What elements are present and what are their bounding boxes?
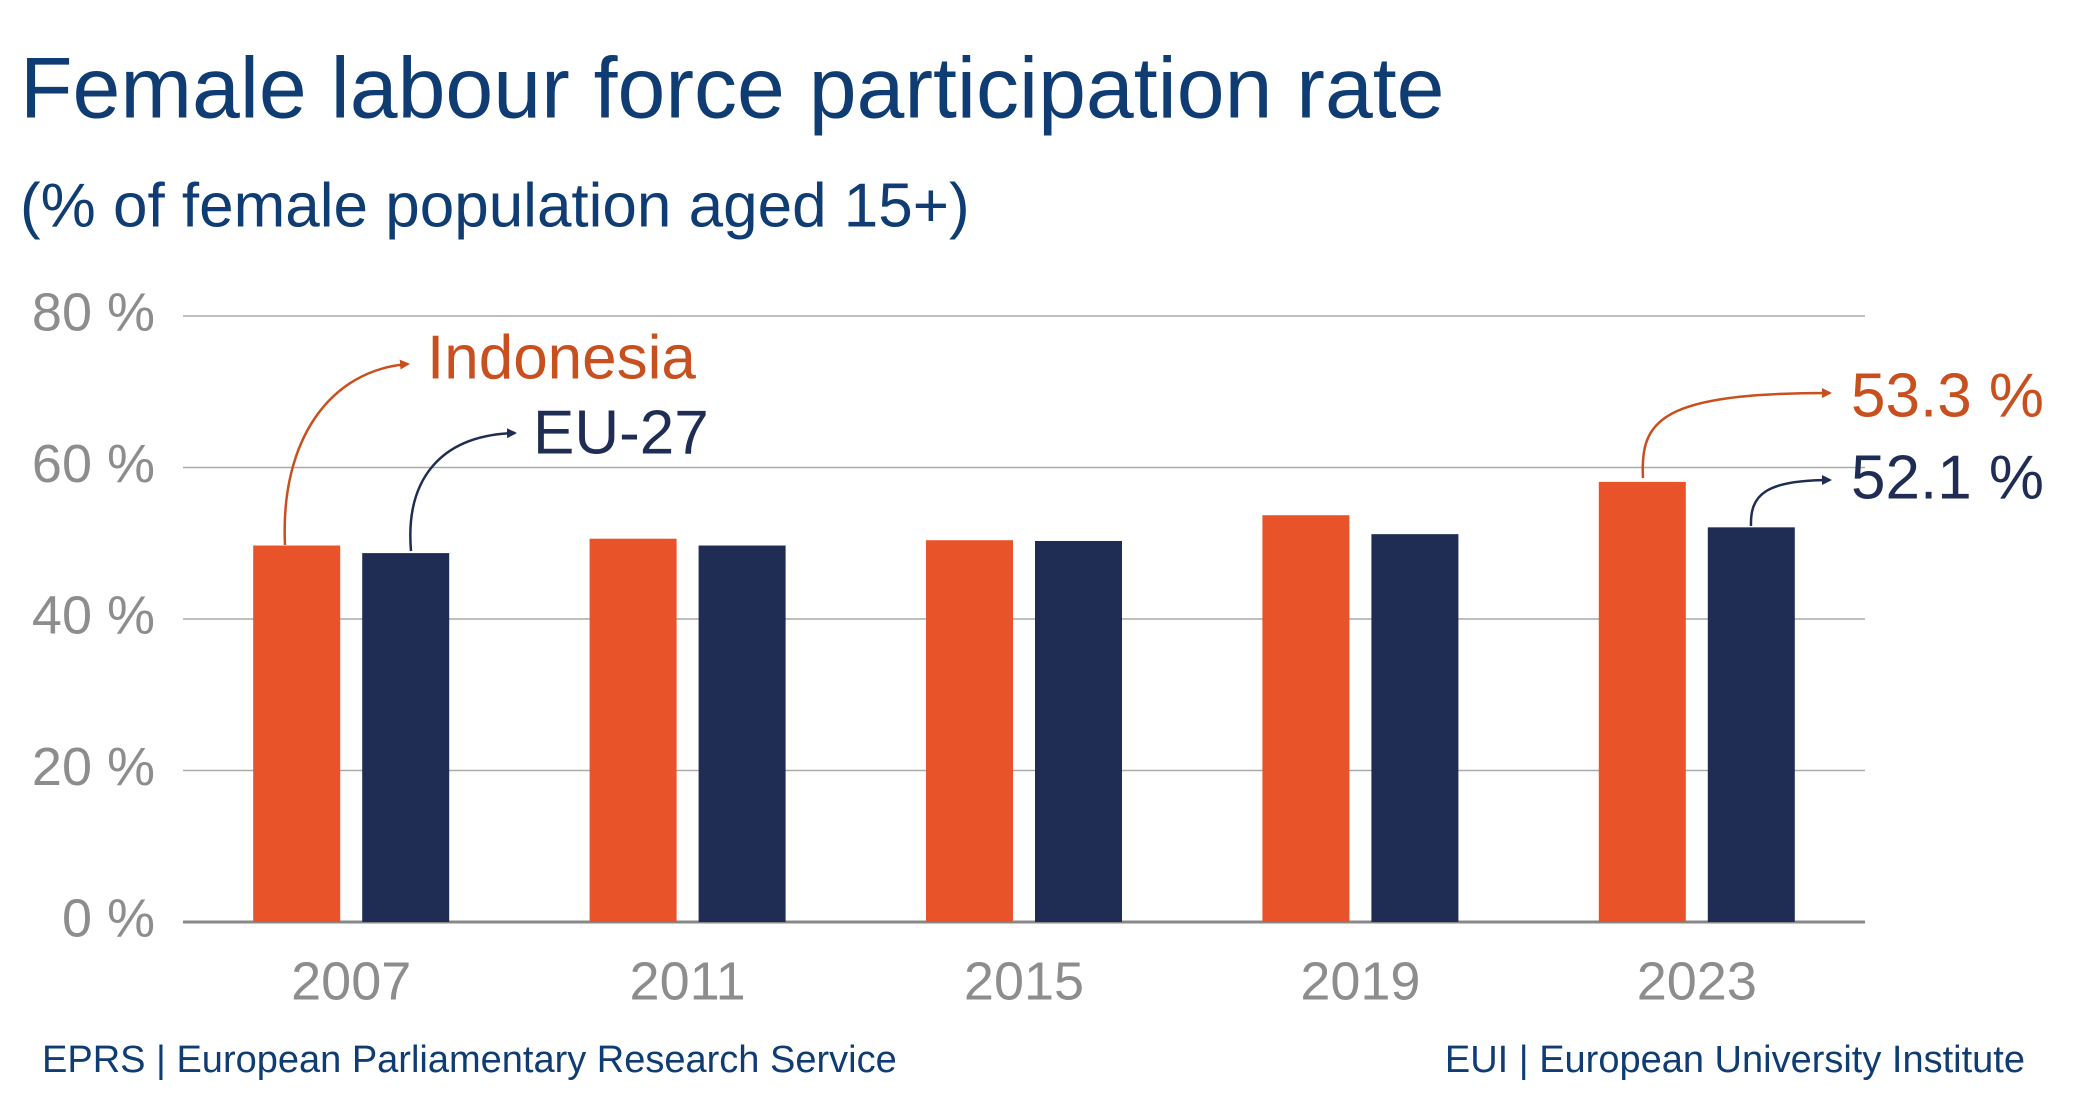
bar — [698, 545, 786, 922]
bar — [1598, 481, 1686, 922]
y-tick-label: 60 % — [32, 434, 155, 494]
bar — [589, 538, 677, 922]
bar — [253, 545, 341, 922]
x-tick-label: 2011 — [630, 951, 746, 1011]
arrow — [1641, 388, 1832, 479]
arrow — [409, 428, 517, 552]
x-tick-label: 2007 — [291, 951, 411, 1011]
y-tick-label: 0 % — [62, 888, 155, 948]
bar — [1707, 527, 1795, 922]
bar — [1371, 534, 1459, 922]
bar — [1262, 515, 1350, 922]
legend-label: EU-27 — [533, 398, 709, 467]
y-tick-label: 20 % — [32, 737, 155, 797]
legend-label: Indonesia — [427, 323, 696, 392]
bar — [362, 553, 450, 922]
chart-subtitle: (% of female population aged 15+) — [20, 171, 970, 240]
x-tick-label: 2015 — [964, 951, 1084, 1011]
source: EUI | European University Institute — [1445, 1039, 2025, 1081]
x-tick-label: 2019 — [1300, 951, 1420, 1011]
bar — [1035, 540, 1122, 922]
chart-title: Female labour force participation rate — [20, 41, 1445, 137]
x-tick-label: 2023 — [1637, 951, 1757, 1011]
annotation: 52.1 % — [1851, 443, 2044, 512]
y-tick-label: 80 % — [32, 282, 155, 342]
arrow — [283, 359, 410, 546]
y-tick-label: 40 % — [32, 585, 155, 645]
annotation: 53.3 % — [1851, 361, 2044, 430]
source: EPRS | European Parliamentary Research S… — [42, 1039, 897, 1081]
bar — [926, 540, 1013, 922]
arrow — [1749, 475, 1832, 527]
